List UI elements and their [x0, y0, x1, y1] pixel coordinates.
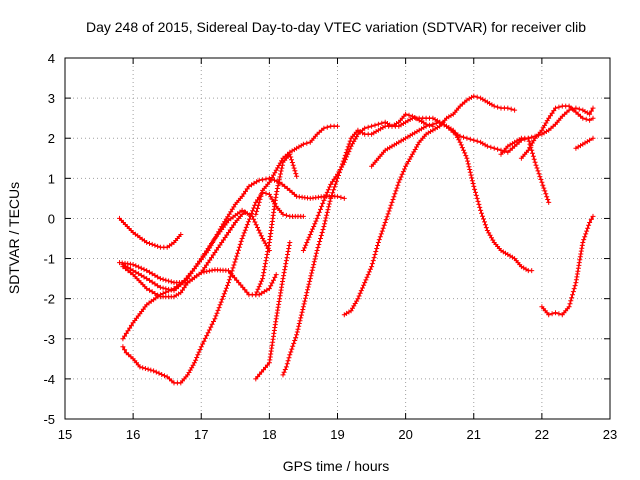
y-tick-label: -4 — [43, 372, 55, 387]
series-line — [255, 241, 291, 380]
series-line — [255, 125, 339, 216]
series-line — [343, 95, 516, 316]
chart-title: Day 248 of 2015, Sidereal Day-to-day VTE… — [86, 19, 586, 35]
series-arc-9 — [253, 123, 340, 217]
x-tick-label: 17 — [194, 427, 208, 442]
series-markers — [498, 105, 596, 157]
x-axis: 15 16 17 18 19 20 21 22 23 — [58, 58, 617, 442]
y-tick-label: 1 — [48, 171, 55, 186]
series-line — [575, 137, 594, 150]
series-line — [122, 191, 305, 384]
series-markers — [117, 215, 184, 250]
series-arc-6 — [120, 189, 306, 386]
x-tick-label: 20 — [398, 427, 412, 442]
series-markers — [120, 175, 347, 342]
series-arc-14 — [498, 105, 596, 157]
series-markers — [120, 189, 306, 386]
plot-area — [117, 93, 596, 386]
x-axis-label: GPS time / hours — [283, 458, 390, 474]
series-markers — [518, 103, 596, 161]
y-tick-label: 2 — [48, 131, 55, 146]
series-arc-15 — [518, 103, 596, 161]
x-tick-label: 23 — [603, 427, 617, 442]
series-arc-16 — [539, 213, 596, 318]
x-tick-label: 15 — [58, 427, 72, 442]
series-arc-11 — [280, 115, 535, 378]
series-markers — [573, 135, 596, 151]
series-markers — [539, 213, 596, 318]
series-markers — [253, 240, 293, 382]
x-tick-label: 22 — [535, 427, 549, 442]
x-tick-label: 16 — [126, 427, 140, 442]
series-markers — [253, 151, 300, 298]
y-tick-label: 3 — [48, 91, 55, 106]
series-arc-1 — [117, 215, 184, 250]
series-markers — [253, 123, 340, 217]
y-tick-label: -2 — [43, 292, 55, 307]
series-markers — [280, 115, 535, 378]
series-markers — [369, 119, 552, 205]
y-axis-label: SDTVAR / TECUs — [6, 182, 22, 294]
grid — [65, 58, 610, 419]
y-tick-label: 4 — [48, 51, 55, 66]
x-tick-label: 18 — [262, 427, 276, 442]
y-tick-label: -3 — [43, 332, 55, 347]
series-line — [282, 117, 533, 376]
x-tick-label: 19 — [330, 427, 344, 442]
series-markers — [341, 93, 518, 318]
y-tick-label: -5 — [43, 412, 55, 427]
series-arc-5 — [120, 175, 347, 342]
series-arc-17 — [573, 135, 596, 151]
y-tick-label: -1 — [43, 252, 55, 267]
x-tick-label: 21 — [467, 427, 481, 442]
series-arc-12 — [341, 93, 518, 318]
series-arc-8 — [253, 240, 293, 382]
series-markers — [120, 264, 279, 300]
series-arc-13 — [369, 119, 552, 205]
y-tick-label: 0 — [48, 211, 55, 226]
y-axis: 4 3 2 1 0 -1 -2 -3 -4 -5 — [43, 51, 610, 427]
